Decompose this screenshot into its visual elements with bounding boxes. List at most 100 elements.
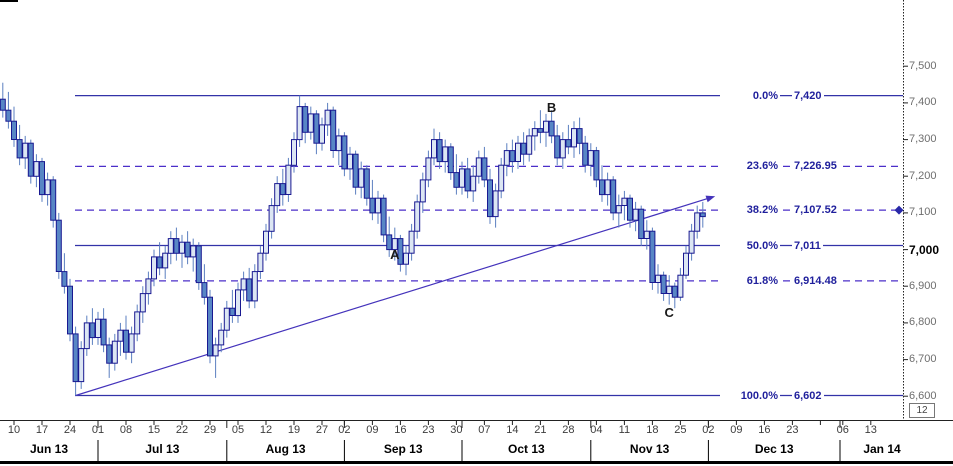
x-axis-day-label: 16 — [758, 424, 771, 436]
candle-body-down — [5, 109, 12, 122]
candle-body-up — [235, 289, 241, 317]
x-axis-day-label: 23 — [422, 424, 435, 436]
annotation-A: A — [390, 247, 400, 263]
trendline-arrowhead — [705, 195, 716, 203]
candle-body-down — [610, 179, 617, 214]
candle-body-up — [655, 274, 661, 284]
candle-body-down — [207, 296, 213, 357]
candle-body-up — [190, 245, 197, 258]
candle-body-up — [179, 241, 185, 254]
candle-body-up — [251, 271, 258, 302]
candle-body-up — [688, 230, 695, 254]
x-axis-day-label: 28 — [562, 424, 575, 436]
candle-body-up — [257, 252, 264, 272]
candle-body-down — [660, 274, 667, 295]
candle-body-up — [683, 252, 689, 276]
x-axis-day-label: 29 — [203, 424, 217, 436]
candle-body-down — [363, 168, 370, 199]
candle-body-down — [279, 183, 286, 196]
x-axis-day-label: 09 — [730, 424, 743, 436]
candle-body-up — [139, 293, 146, 313]
candle-body-up — [425, 157, 432, 181]
x-axis-day-label: 13 — [864, 424, 877, 436]
candle-body-down — [554, 135, 561, 159]
x-axis-day-label: 18 — [646, 424, 659, 436]
x-axis-day-label: 06 — [836, 424, 849, 436]
candle-body-up — [459, 168, 465, 188]
candle-body-up — [503, 150, 510, 166]
x-axis-day-label: 02 — [338, 424, 351, 436]
candle-body-up — [335, 135, 342, 152]
candle-body-up — [162, 252, 169, 269]
x-axis-day-label: 07 — [478, 424, 491, 436]
candle-body-up — [403, 252, 409, 265]
candle-body-up — [475, 157, 482, 177]
fib-label-100.0%: 100.0% 6,602 — [720, 388, 824, 403]
y-axis-label: 7,100 — [909, 206, 937, 219]
candle-body-down — [330, 109, 337, 151]
candle-body-down — [123, 329, 129, 353]
page-number-box: 12 — [909, 403, 935, 418]
candle-body-up — [268, 205, 275, 232]
candle-body-down — [671, 285, 678, 298]
x-axis-day-label: 23 — [786, 424, 799, 436]
y-axis-label: 7,000 — [909, 243, 940, 258]
candle-body-up — [391, 238, 398, 251]
candle-body-up — [78, 348, 85, 383]
fib-value-text: 6,914.48 — [792, 274, 839, 287]
candle-body-up — [694, 212, 701, 232]
candle-body-up — [571, 128, 577, 148]
candle-body-down — [201, 282, 208, 298]
x-axis-month-label: Oct 13 — [508, 442, 545, 456]
candle-body-down — [55, 219, 62, 272]
candle-body-down — [509, 150, 516, 163]
fib-percent-text: 50.0% — [720, 239, 780, 252]
candle-body-up — [212, 344, 219, 357]
candle-body-down — [27, 142, 34, 177]
candle-body-down — [548, 120, 555, 137]
candle-body-up — [375, 197, 381, 214]
candle-body-down — [369, 197, 376, 214]
candle-body-up — [531, 128, 538, 137]
x-axis-day-label: 30 — [450, 424, 463, 436]
candle-body-up — [615, 205, 622, 214]
x-axis-day-label: 21 — [534, 424, 547, 436]
x-axis-day-label: 10 — [7, 424, 21, 436]
candle-body-down — [302, 106, 309, 133]
candle-body-up — [83, 322, 90, 350]
candle-body-down — [341, 135, 348, 170]
x-axis-day-label: 22 — [175, 424, 189, 436]
candle-body-up — [307, 113, 314, 133]
last-price-marker — [894, 205, 904, 215]
candle-body-up — [632, 208, 639, 221]
candle-body-up — [515, 142, 521, 162]
y-axis-label: 6,800 — [909, 316, 937, 329]
candle-body-up — [145, 278, 152, 295]
candle-body-up — [324, 109, 331, 126]
candle-body-down — [11, 120, 17, 140]
candle-body-up — [666, 285, 673, 295]
y-axis-label: 7,200 — [909, 169, 937, 182]
candle-body-up — [319, 124, 325, 144]
candle-body-down — [89, 322, 96, 339]
fib-percent-text: 100.0% — [720, 389, 780, 402]
x-axis-day-label: 19 — [287, 424, 301, 436]
candle-body-down — [593, 150, 600, 181]
candle-body-down — [0, 98, 6, 111]
x-axis-day-label: 02 — [702, 424, 715, 436]
candle-body-down — [100, 318, 107, 346]
fib-label-23.6%: 23.6% 7,226.95 — [720, 159, 839, 174]
fib-percent-text: 38.2% — [720, 204, 780, 217]
candle-body-up — [414, 201, 421, 232]
candle-body-up — [223, 307, 230, 331]
candle-body-down — [436, 139, 443, 163]
candle-body-down — [464, 168, 471, 192]
candle-body-down — [386, 234, 393, 251]
candle-body-down — [352, 153, 359, 188]
candle-body-down — [397, 238, 404, 265]
candle-body-down — [576, 128, 583, 144]
fib-value-text: 7,226.95 — [792, 160, 839, 173]
x-axis-day-label: 16 — [394, 424, 407, 436]
x-axis-day-label: 25 — [674, 424, 687, 436]
